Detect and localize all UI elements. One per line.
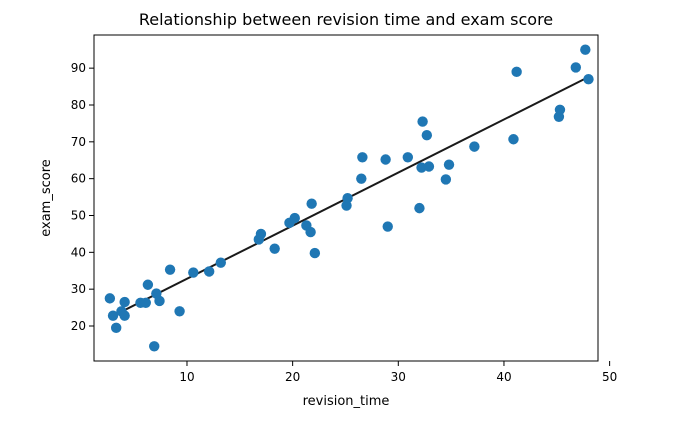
data-point [402,152,414,163]
data-point [269,243,280,254]
data-point [356,173,367,184]
y-tick-label: 70 [71,135,86,149]
data-point [104,293,116,304]
data-point [119,310,130,321]
data-point [142,279,154,290]
axes-frame [93,34,599,362]
y-tick-label: 90 [71,61,86,75]
data-point [417,116,428,127]
x-axis-ticks: 10 20 30 40 50 [179,361,617,384]
x-tick-label: 30 [391,370,406,384]
data-point [149,341,160,352]
chart-title: Relationship between revision time and e… [139,10,553,29]
data-point [203,266,215,277]
data-point [583,74,594,85]
y-tick-label: 40 [71,245,86,259]
y-axis-label: exam_score [39,159,54,237]
data-point [508,134,519,145]
data-point [342,192,353,204]
data-layer [104,44,594,352]
data-point [305,226,316,238]
data-point [511,66,522,78]
x-tick-label: 20 [285,370,300,384]
data-point [580,44,591,55]
data-point [357,152,368,163]
data-point [289,212,300,224]
x-tick-label: 40 [496,370,511,384]
data-point [188,267,199,278]
data-point [309,247,321,259]
data-point [107,310,119,321]
x-tick-label: 50 [602,370,617,384]
data-point [382,221,393,232]
data-point [306,198,317,209]
data-point [423,161,435,172]
y-tick-label: 50 [71,208,86,222]
data-point [570,62,582,73]
data-point [255,228,267,240]
x-tick-label: 10 [179,370,194,384]
data-point [174,306,185,317]
data-point [421,129,433,141]
data-point [154,295,165,307]
data-point [140,297,151,308]
x-axis-label: revision_time [303,394,390,409]
y-tick-label: 80 [71,98,86,112]
y-tick-label: 60 [71,172,86,186]
data-point [469,141,480,152]
data-point [414,202,425,214]
data-point [110,322,122,334]
data-point [380,154,391,165]
data-point [164,264,176,275]
y-axis-ticks: 20 30 40 50 60 70 80 90 [71,61,94,333]
data-point [443,159,455,170]
y-tick-label: 20 [71,319,86,333]
data-point [440,174,452,185]
data-point [215,257,226,268]
data-point [119,296,130,308]
data-point [554,104,566,115]
y-tick-label: 30 [71,282,86,296]
